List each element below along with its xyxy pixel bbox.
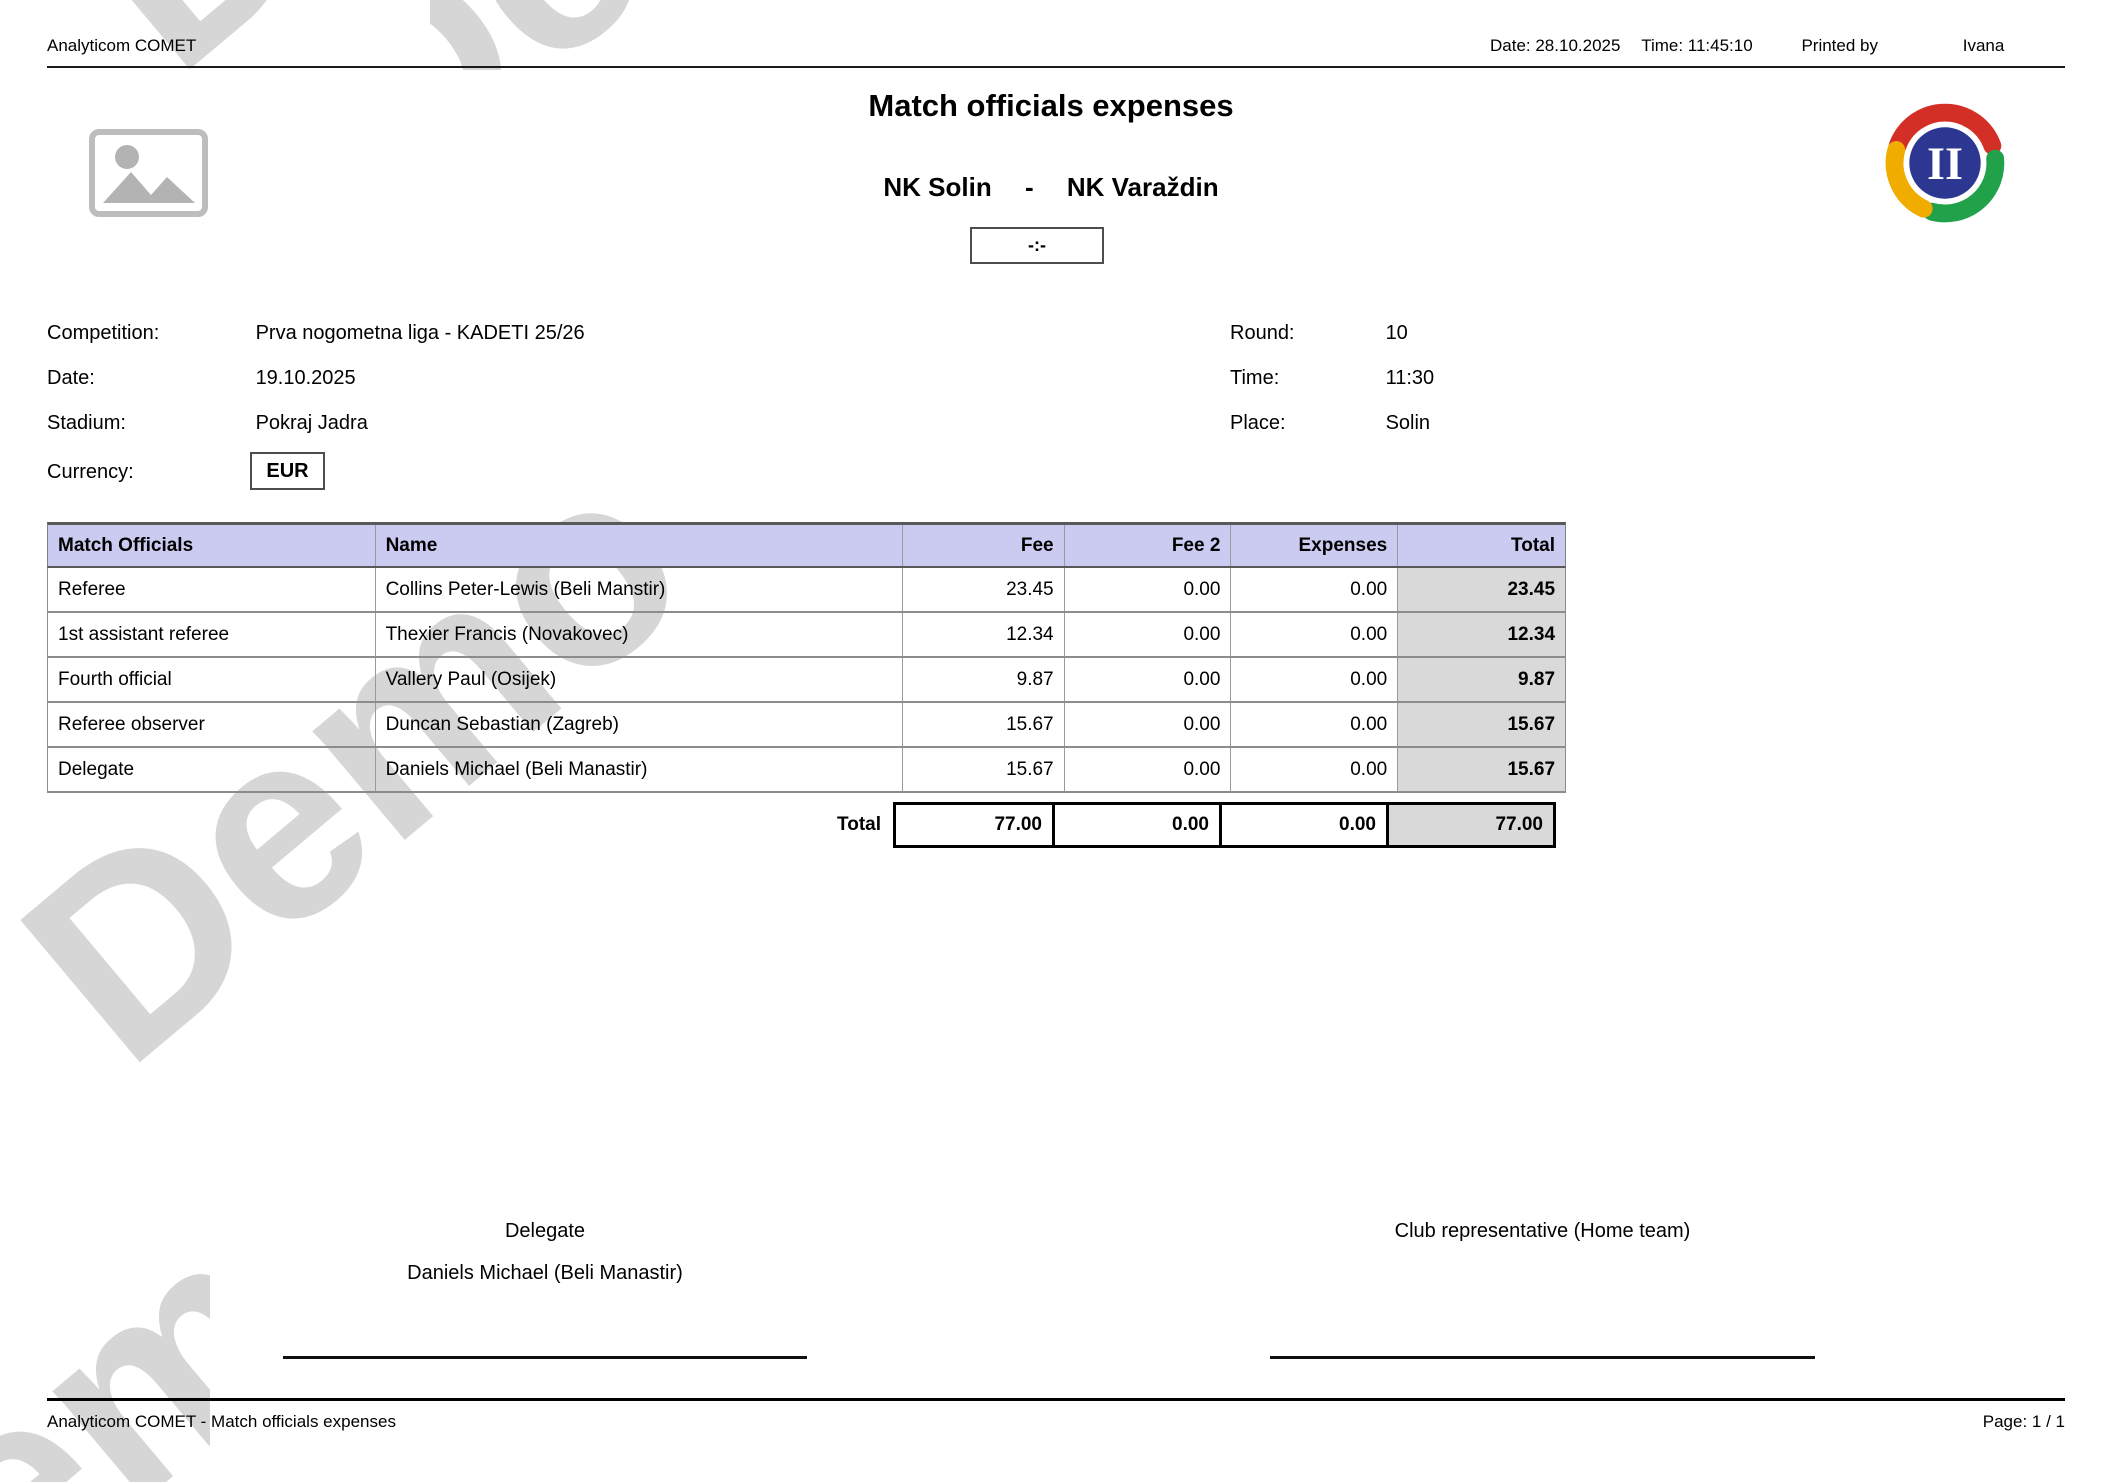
cell-expenses: 0.00 (1231, 568, 1399, 611)
header-divider (47, 66, 2065, 68)
info-value: Solin (1385, 412, 1431, 434)
match-teams: NK Solin - NK Varaždin (0, 172, 2102, 203)
cell-expenses: 0.00 (1231, 703, 1399, 746)
table-row: Delegate Daniels Michael (Beli Manastir)… (47, 748, 1566, 793)
table-row: 1st assistant referee Thexier Francis (N… (47, 613, 1566, 658)
total-fee: 77.00 (893, 802, 1055, 848)
table-row: Fourth official Vallery Paul (Osijek) 9.… (47, 658, 1566, 703)
cell-total: 12.34 (1398, 613, 1566, 656)
team-separator: - (1024, 172, 1034, 202)
info-label: Stadium: (47, 412, 126, 434)
col-header-name: Name (376, 525, 903, 566)
col-header-fee: Fee (903, 525, 1065, 566)
info-row-time: Time: 11:30 (1230, 367, 1434, 390)
total-expenses: 0.00 (1219, 802, 1389, 848)
cell-fee2: 0.00 (1065, 613, 1232, 656)
cell-total: 23.45 (1398, 568, 1566, 611)
info-row-round: Round: 10 (1230, 322, 1408, 345)
cell-fee: 12.34 (903, 613, 1065, 656)
cell-fee2: 0.00 (1065, 748, 1232, 791)
cell-expenses: 0.00 (1231, 613, 1399, 656)
away-team: NK Varaždin (1066, 172, 1219, 202)
expenses-table: Match Officials Name Fee Fee 2 Expenses … (47, 522, 1566, 848)
info-row-stadium: Stadium: Pokraj Jadra (47, 412, 368, 435)
info-value: 19.10.2025 (255, 367, 356, 389)
info-row-competition: Competition: Prva nogometna liga - KADET… (47, 322, 585, 345)
cell-name: Daniels Michael (Beli Manastir) (376, 748, 903, 791)
table-header-row: Match Officials Name Fee Fee 2 Expenses … (47, 522, 1566, 568)
table-row: Referee observer Duncan Sebastian (Zagre… (47, 703, 1566, 748)
cell-expenses: 0.00 (1231, 658, 1399, 701)
page-title: Match officials expenses (868, 88, 1234, 123)
info-label: Competition: (47, 322, 160, 344)
cell-official: Referee (48, 568, 376, 611)
print-date: Date: 28.10.2025 (1490, 36, 1621, 55)
info-value: Prva nogometna liga - KADETI 25/26 (255, 322, 585, 344)
cell-expenses: 0.00 (1231, 748, 1399, 791)
image-placeholder-icon (88, 128, 209, 223)
total-grand: 77.00 (1386, 802, 1556, 848)
cell-name: Vallery Paul (Osijek) (376, 658, 903, 701)
cell-name: Duncan Sebastian (Zagreb) (376, 703, 903, 746)
cell-total: 15.67 (1398, 703, 1566, 746)
cell-fee: 23.45 (903, 568, 1065, 611)
col-header-match-officials: Match Officials (48, 525, 376, 566)
cell-total: 15.67 (1398, 748, 1566, 791)
info-label: Currency: (47, 461, 134, 483)
cell-official: Referee observer (48, 703, 376, 746)
info-row-currency: Currency: (47, 461, 250, 484)
total-label: Total (837, 814, 881, 835)
table-total-row: Total 77.00 0.00 0.00 77.00 (47, 802, 1566, 848)
score-box: -:- (970, 227, 1104, 264)
printed-by-label: Printed by (1801, 36, 1878, 55)
signature-name: Daniels Michael (Beli Manastir) (407, 1262, 683, 1284)
league-logo: II (1882, 100, 2008, 231)
cell-official: Fourth official (48, 658, 376, 701)
print-meta: Date: 28.10.2025 Time: 11:45:10 Printed … (1490, 36, 2004, 56)
signature-role: Delegate (504, 1220, 586, 1242)
info-label: Date: (47, 367, 95, 389)
cell-name: Collins Peter-Lewis (Beli Manstir) (376, 568, 903, 611)
cell-name: Thexier Francis (Novakovec) (376, 613, 903, 656)
total-fee2: 0.00 (1052, 802, 1222, 848)
signature-role: Club representative (Home team) (1394, 1220, 1691, 1242)
cell-fee: 15.67 (903, 748, 1065, 791)
cell-official: Delegate (48, 748, 376, 791)
info-value: Pokraj Jadra (255, 412, 368, 434)
signature-line (283, 1356, 807, 1359)
info-value: 11:30 (1385, 367, 1435, 389)
cell-fee2: 0.00 (1065, 703, 1232, 746)
footer-page-number: Page: 1 / 1 (1982, 1412, 2065, 1431)
signature-block-delegate: Delegate Daniels Michael (Beli Manastir) (283, 1220, 807, 1365)
cell-fee2: 0.00 (1065, 568, 1232, 611)
cell-official: 1st assistant referee (48, 613, 376, 656)
currency-badge: EUR (250, 452, 325, 490)
cell-fee: 9.87 (903, 658, 1065, 701)
table-row: Referee Collins Peter-Lewis (Beli Mansti… (47, 568, 1566, 613)
info-label: Place: (1230, 412, 1286, 434)
cell-fee: 15.67 (903, 703, 1065, 746)
col-header-expenses: Expenses (1231, 525, 1399, 566)
logo-roman-numeral: II (1927, 138, 1963, 189)
footer-document-title: Analyticom COMET - Match officials expen… (47, 1412, 396, 1431)
cell-total: 9.87 (1398, 658, 1566, 701)
info-row-date: Date: 19.10.2025 (47, 367, 356, 390)
col-header-total: Total (1511, 535, 1556, 556)
footer-divider (47, 1398, 2065, 1401)
info-label: Time: (1230, 367, 1280, 389)
signature-line (1270, 1356, 1815, 1359)
info-row-place: Place: Solin (1230, 412, 1430, 435)
info-value: 10 (1385, 322, 1408, 344)
info-label: Round: (1230, 322, 1295, 344)
app-title: Analyticom COMET (47, 36, 197, 55)
print-time: Time: 11:45:10 (1641, 36, 1753, 55)
home-team: NK Solin (883, 172, 992, 202)
signature-block-club-representative: Club representative (Home team) (1270, 1220, 1815, 1365)
col-header-fee2: Fee 2 (1065, 525, 1232, 566)
cell-fee2: 0.00 (1065, 658, 1232, 701)
printed-by-name: Ivana (1962, 36, 2005, 55)
